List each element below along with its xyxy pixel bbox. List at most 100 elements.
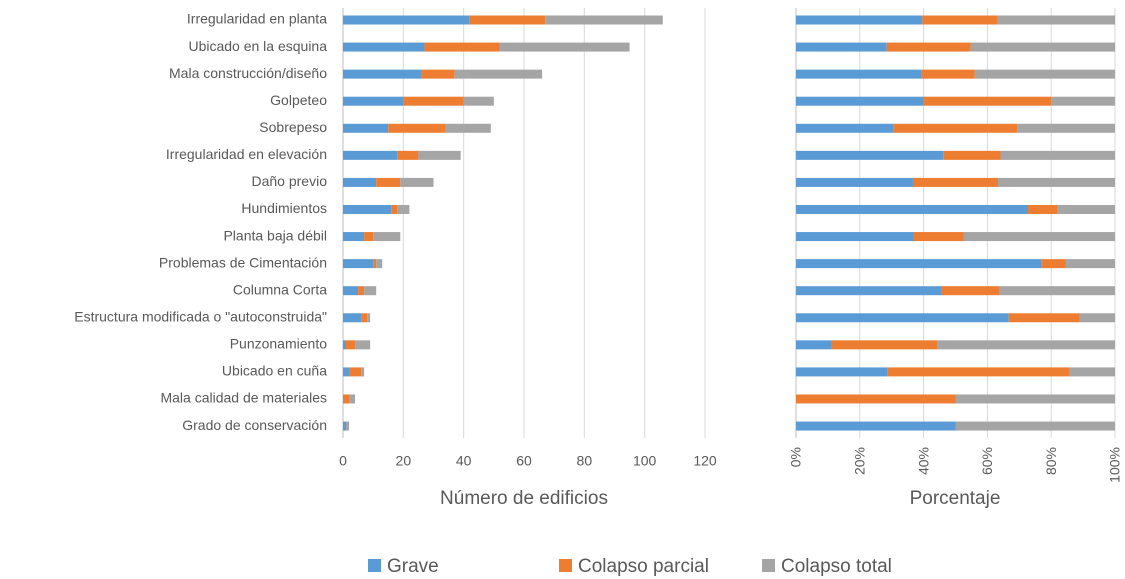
- percent-bar-segment: [1008, 313, 1080, 323]
- percent-bar-segment: [796, 204, 1028, 214]
- x-axis-title: Número de edificios: [440, 488, 608, 509]
- bar-segment: [343, 177, 377, 187]
- percent-bar-segment: [893, 123, 1018, 133]
- x-tick-label: 60%: [979, 447, 995, 475]
- x-axis-title: Porcentaje: [910, 488, 1001, 509]
- bar-segment: [343, 15, 470, 25]
- bar-segment: [454, 69, 543, 79]
- bar-segment: [343, 204, 392, 214]
- bar-segment: [343, 340, 347, 350]
- y-tick-label: Hundimientos: [241, 200, 327, 216]
- bar-segment: [346, 421, 350, 431]
- x-tick-label: 100%: [1107, 447, 1123, 483]
- percent-bar-segment: [796, 367, 888, 377]
- bar-segment: [343, 394, 350, 404]
- bar-segment: [397, 204, 410, 214]
- percent-bar-segment: [1000, 150, 1115, 160]
- percent-bar-segment: [1065, 259, 1115, 269]
- bar-segment: [545, 15, 663, 25]
- y-tick-label: Planta baja débil: [223, 227, 327, 243]
- y-tick-label: Ubicado en la esquina: [188, 38, 327, 54]
- x-tick-label: 40%: [915, 447, 931, 475]
- bar-segment: [373, 232, 401, 242]
- bar-segment: [421, 69, 455, 79]
- percent-bar-segment: [943, 150, 1001, 160]
- x-tick-label: 60: [516, 453, 532, 469]
- percent-bar-segment: [796, 96, 924, 106]
- percent-bar-segment: [796, 313, 1009, 323]
- percent-bar-segment: [796, 150, 944, 160]
- bar-segment: [361, 367, 365, 377]
- bar-segment: [403, 96, 464, 106]
- legend-swatch: [559, 559, 572, 572]
- bar-segment: [343, 286, 359, 296]
- y-tick-label: Columna Corta: [233, 281, 327, 297]
- legend-swatch: [368, 559, 381, 572]
- y-tick-label: Irregularidad en planta: [187, 11, 327, 27]
- legend-text: Colapso total: [781, 556, 892, 577]
- x-tick-label: 80: [577, 453, 593, 469]
- percent-bar-segment: [998, 177, 1115, 187]
- percent-bar-segment: [913, 232, 964, 242]
- percent-bar-segment: [796, 69, 922, 79]
- percent-bar-segment: [1017, 123, 1115, 133]
- bar-segment: [349, 394, 356, 404]
- legend-text: Colapso parcial: [578, 556, 709, 577]
- percent-bar-segment: [970, 42, 1115, 52]
- bar-segment: [346, 340, 356, 350]
- percent-bar-segment: [937, 340, 1115, 350]
- bar-segment: [397, 150, 419, 160]
- y-tick-label: Daño previo: [252, 173, 328, 189]
- x-tick-label: 20: [396, 453, 412, 469]
- percent-bar-segment: [886, 42, 971, 52]
- bar-segment: [364, 286, 377, 296]
- legend-text: Grave: [387, 556, 439, 577]
- y-tick-label: Golpeteo: [270, 92, 327, 108]
- bar-segment: [499, 42, 630, 52]
- bar-segment: [343, 313, 362, 323]
- percent-bar-segment: [955, 394, 1115, 404]
- percent-bar-segment: [796, 340, 832, 350]
- bar-segment: [349, 367, 362, 377]
- bar-segment: [343, 96, 404, 106]
- bar-segment: [373, 259, 377, 269]
- bar-segment: [391, 204, 398, 214]
- percent-bar-segment: [999, 286, 1115, 296]
- bar-segment: [364, 232, 374, 242]
- y-tick-label: Punzonamiento: [230, 336, 328, 352]
- percent-bar-segment: [922, 15, 998, 25]
- x-tick-label: 100: [633, 453, 657, 469]
- bar-segment: [343, 42, 425, 52]
- legend-swatch: [762, 559, 775, 572]
- percent-bar-segment: [941, 286, 999, 296]
- bar-segment: [388, 123, 446, 133]
- bar-segment: [343, 367, 350, 377]
- percent-bar-segment: [963, 232, 1115, 242]
- y-tick-label: Sobrepeso: [259, 119, 327, 135]
- percent-bar-segment: [796, 286, 941, 296]
- x-tick-label: 0: [339, 453, 347, 469]
- percent-bar-segment: [796, 42, 887, 52]
- x-tick-label: 0%: [788, 447, 804, 467]
- y-tick-label: Mala calidad de materiales: [160, 390, 327, 406]
- bar-segment: [358, 286, 365, 296]
- y-tick-label: Ubicado en cuña: [222, 363, 327, 379]
- x-tick-label: 80%: [1043, 447, 1059, 475]
- y-tick-label: Estructura modificada o "autoconstruida": [74, 308, 327, 324]
- percent-bar-segment: [1069, 367, 1115, 377]
- percent-bar-segment: [1051, 96, 1115, 106]
- bar-segment: [343, 421, 347, 431]
- y-tick-label: Mala construcción/diseño: [169, 65, 327, 81]
- bar-segment: [469, 15, 546, 25]
- percent-bar-segment: [796, 421, 956, 431]
- bar-segment: [355, 340, 371, 350]
- percent-bar-segment: [796, 259, 1042, 269]
- percent-bar-segment: [796, 232, 914, 242]
- bar-segment: [424, 42, 500, 52]
- percent-bar-segment: [912, 177, 999, 187]
- percent-bar-segment: [955, 421, 1115, 431]
- percent-bar-segment: [831, 340, 938, 350]
- bar-segment: [343, 150, 398, 160]
- percent-bar-segment: [796, 177, 913, 187]
